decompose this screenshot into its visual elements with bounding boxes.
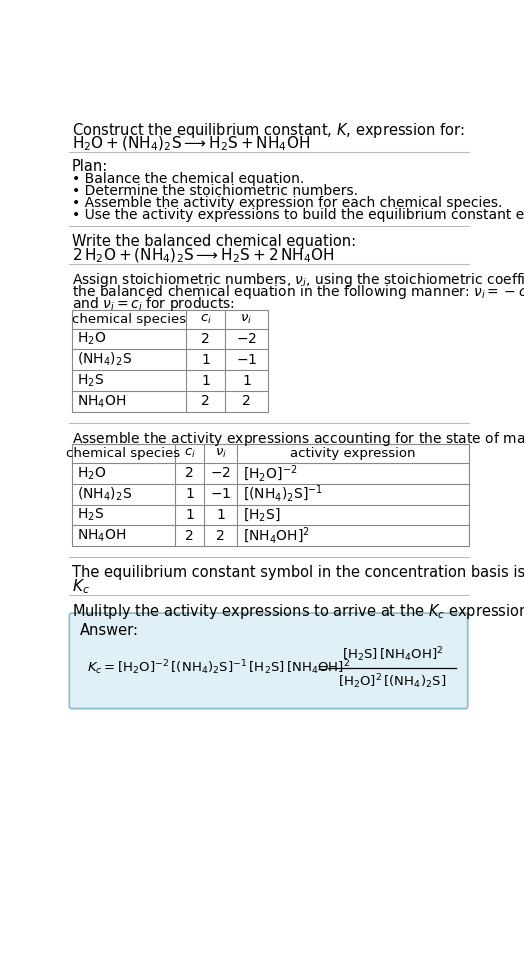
Text: Construct the equilibrium constant, $K$, expression for:: Construct the equilibrium constant, $K$,… <box>72 121 464 140</box>
Text: 1: 1 <box>201 374 210 387</box>
Text: 1: 1 <box>201 353 210 367</box>
Text: $K_c$: $K_c$ <box>72 578 90 597</box>
Text: $\mathrm{(NH_4)_2S}$: $\mathrm{(NH_4)_2S}$ <box>77 485 132 503</box>
Text: $\mathrm{(NH_4)_2S}$: $\mathrm{(NH_4)_2S}$ <box>77 351 132 368</box>
Text: Assemble the activity expressions accounting for the state of matter and $\nu_i$: Assemble the activity expressions accoun… <box>72 431 524 448</box>
Text: $\mathrm{H_2S}$: $\mathrm{H_2S}$ <box>77 372 104 389</box>
Text: • Use the activity expressions to build the equilibrium constant expression.: • Use the activity expressions to build … <box>72 208 524 222</box>
Text: $-1$: $-1$ <box>236 353 257 367</box>
Text: $\nu_i$: $\nu_i$ <box>241 313 253 326</box>
Bar <box>72 445 470 546</box>
Text: chemical species: chemical species <box>72 313 186 326</box>
Text: activity expression: activity expression <box>290 447 416 460</box>
Text: $\mathrm{H_2O}$: $\mathrm{H_2O}$ <box>77 465 106 481</box>
Text: Write the balanced chemical equation:: Write the balanced chemical equation: <box>72 234 356 249</box>
Text: $[\mathrm{H_2O}]^{-2}$: $[\mathrm{H_2O}]^{-2}$ <box>243 463 298 483</box>
Text: 2: 2 <box>216 529 225 543</box>
Text: $-2$: $-2$ <box>236 332 257 346</box>
Text: Plan:: Plan: <box>72 160 108 174</box>
Text: The equilibrium constant symbol in the concentration basis is:: The equilibrium constant symbol in the c… <box>72 565 524 579</box>
Text: • Assemble the activity expression for each chemical species.: • Assemble the activity expression for e… <box>72 196 502 209</box>
Text: $-1$: $-1$ <box>210 487 231 501</box>
Text: • Determine the stoichiometric numbers.: • Determine the stoichiometric numbers. <box>72 184 358 198</box>
FancyBboxPatch shape <box>69 613 468 708</box>
Text: 2: 2 <box>242 394 251 408</box>
Text: 2: 2 <box>201 394 210 408</box>
Text: and $\nu_i = c_i$ for products:: and $\nu_i = c_i$ for products: <box>72 295 235 313</box>
Text: $-2$: $-2$ <box>210 466 231 480</box>
Text: $c_i$: $c_i$ <box>200 313 212 326</box>
Text: $\nu_i$: $\nu_i$ <box>214 447 226 460</box>
Text: 1: 1 <box>216 508 225 522</box>
Text: $c_i$: $c_i$ <box>183 447 195 460</box>
Text: $[\mathrm{NH_4OH}]^2$: $[\mathrm{NH_4OH}]^2$ <box>243 526 310 546</box>
Text: 1: 1 <box>185 508 194 522</box>
Bar <box>72 310 268 411</box>
Text: Mulitply the activity expressions to arrive at the $K_c$ expression:: Mulitply the activity expressions to arr… <box>72 603 524 622</box>
Text: Assign stoichiometric numbers, $\nu_i$, using the stoichiometric coefficients, $: Assign stoichiometric numbers, $\nu_i$, … <box>72 271 524 289</box>
Text: 2: 2 <box>185 529 194 543</box>
Text: $\mathrm{NH_4OH}$: $\mathrm{NH_4OH}$ <box>77 393 127 409</box>
Text: chemical species: chemical species <box>66 447 180 460</box>
Text: $\mathrm{2\,H_2O + (NH_4)_2S \longrightarrow H_2S + 2\,NH_4OH}$: $\mathrm{2\,H_2O + (NH_4)_2S \longrighta… <box>72 247 334 265</box>
Text: the balanced chemical equation in the following manner: $\nu_i = -c_i$ for react: the balanced chemical equation in the fo… <box>72 283 524 301</box>
Text: $\mathrm{H_2S}$: $\mathrm{H_2S}$ <box>77 506 104 523</box>
Text: 2: 2 <box>185 466 194 480</box>
Text: 1: 1 <box>242 374 251 387</box>
Text: $[\mathrm{H_2S}]\,[\mathrm{NH_4OH}]^2$: $[\mathrm{H_2S}]\,[\mathrm{NH_4OH}]^2$ <box>342 646 443 664</box>
Text: $\mathrm{NH_4OH}$: $\mathrm{NH_4OH}$ <box>77 528 127 544</box>
Text: $[(\mathrm{NH_4})_2\mathrm{S}]^{-1}$: $[(\mathrm{NH_4})_2\mathrm{S}]^{-1}$ <box>243 484 323 505</box>
Text: $[\mathrm{H_2O}]^2\,[(\mathrm{NH_4})_2\mathrm{S}]$: $[\mathrm{H_2O}]^2\,[(\mathrm{NH_4})_2\m… <box>338 673 446 691</box>
Text: $K_c = [\mathrm{H_2O}]^{-2}\,[(\mathrm{NH_4})_2\mathrm{S}]^{-1}\,[\mathrm{H_2S}]: $K_c = [\mathrm{H_2O}]^{-2}\,[(\mathrm{N… <box>87 658 350 678</box>
Text: Answer:: Answer: <box>80 623 138 638</box>
Text: $\mathrm{H_2O}$: $\mathrm{H_2O}$ <box>77 331 106 347</box>
Text: $\mathrm{H_2O + (NH_4)_2S \longrightarrow H_2S + NH_4OH}$: $\mathrm{H_2O + (NH_4)_2S \longrightarro… <box>72 135 310 153</box>
Text: 1: 1 <box>185 487 194 501</box>
Text: 2: 2 <box>201 332 210 346</box>
Text: $=$: $=$ <box>314 661 329 675</box>
Text: $[\mathrm{H_2S}]$: $[\mathrm{H_2S}]$ <box>243 506 281 524</box>
Text: • Balance the chemical equation.: • Balance the chemical equation. <box>72 172 304 185</box>
